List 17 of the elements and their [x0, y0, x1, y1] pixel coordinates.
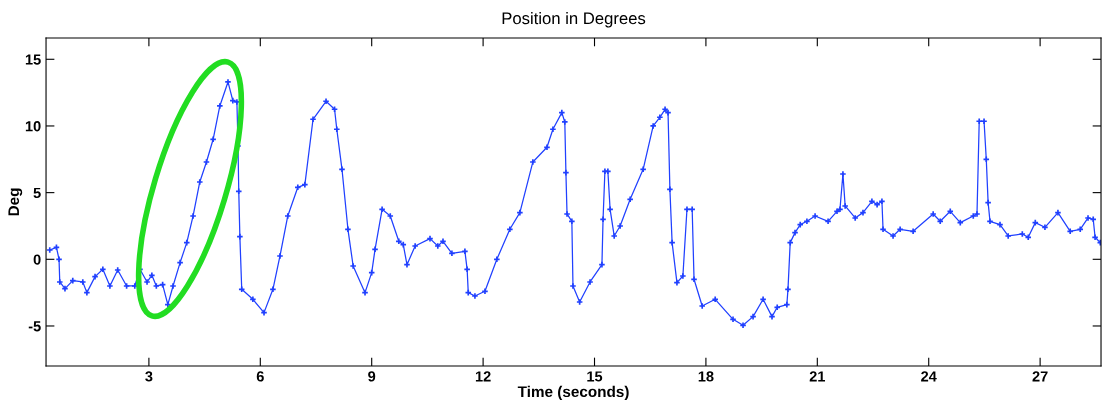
x-tick-label: 24 — [921, 371, 937, 382]
x-tick-label: 3 — [145, 371, 153, 382]
x-tick-label: 15 — [587, 371, 603, 382]
y-tick-label: 15 — [25, 54, 41, 65]
y-tick-label: -5 — [28, 321, 41, 332]
x-tick-label: 12 — [475, 371, 491, 382]
y-tick-label: 0 — [33, 254, 41, 265]
y-tick-label: 10 — [25, 121, 41, 132]
x-tick-label: 27 — [1032, 371, 1048, 382]
x-tick-label: 6 — [256, 371, 264, 382]
x-tick-label: 9 — [368, 371, 376, 382]
chart-title: Position in Degrees — [502, 11, 646, 28]
y-tick-label: 5 — [33, 187, 41, 199]
x-tick-label: 18 — [698, 371, 714, 382]
y-axis-title: Deg — [8, 188, 23, 216]
x-tick-label: 21 — [809, 371, 826, 382]
x-axis-title: Time (seconds) — [517, 385, 629, 401]
